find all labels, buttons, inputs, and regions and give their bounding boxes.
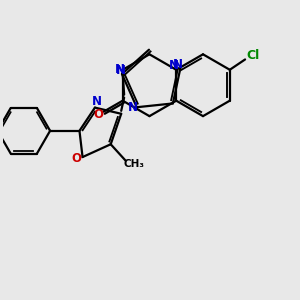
Text: N: N xyxy=(92,95,101,108)
Text: N: N xyxy=(128,101,138,114)
Text: N: N xyxy=(169,59,179,72)
Text: CH₃: CH₃ xyxy=(123,159,144,169)
Text: Cl: Cl xyxy=(247,50,260,62)
Text: N: N xyxy=(116,64,125,77)
Text: O: O xyxy=(71,152,81,165)
Text: N: N xyxy=(173,58,183,70)
Text: O: O xyxy=(94,108,103,121)
Text: N: N xyxy=(115,63,125,76)
